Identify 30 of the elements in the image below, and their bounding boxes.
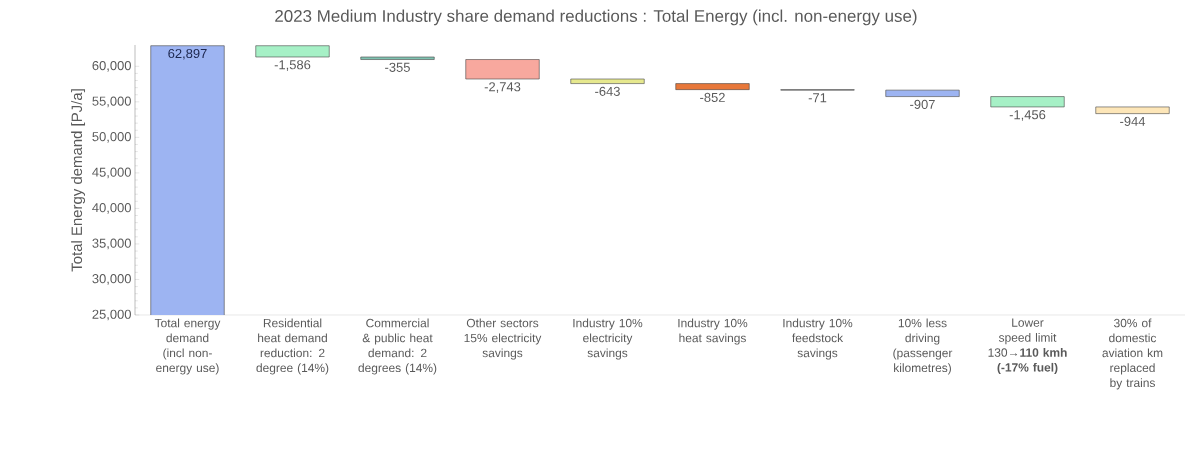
x-tick-label: Lower speed limit 130→110 kmh (-17% fuel) xyxy=(988,318,1067,375)
data-label: -355 xyxy=(385,62,410,72)
x-tick-label: Total energy demand (incl non-energy use) xyxy=(154,318,221,375)
data-label: 62,897 xyxy=(168,48,207,60)
y-tick-label: 45,000 xyxy=(92,167,131,179)
y-tick-label: 30,000 xyxy=(92,274,131,285)
x-tick-label: Residential heat demand reduction: 2 degree (14%) xyxy=(256,318,329,375)
y-tick-label: 50,000 xyxy=(92,132,131,143)
x-tick-label: Industry 10% heat savings xyxy=(678,318,748,345)
data-label: -2,743 xyxy=(484,82,521,93)
x-tick-label: 10% less driving (passenger kilometres) xyxy=(893,318,953,375)
data-label: -907 xyxy=(910,99,935,109)
data-label: -643 xyxy=(595,86,620,96)
y-tick-label: 55,000 xyxy=(92,96,131,108)
y-tick-label: 40,000 xyxy=(92,203,131,214)
x-tick-label: Industry 10% electricity savings xyxy=(573,318,643,360)
y-tick-label: 25,000 xyxy=(92,309,131,321)
data-label: -1,456 xyxy=(1009,110,1046,121)
chart-title: 2023 Medium Industry share demand reductions : Total Energy (incl. non-energy use) xyxy=(275,9,917,26)
x-tick-label: Commercial & public heat demand: 2 degrees (14%) xyxy=(358,318,437,375)
x-tick-label: Industry 10% feedstock savings xyxy=(783,318,853,360)
data-label: -944 xyxy=(1120,116,1146,126)
y-axis-title: Total Energy demand [PJ/a] xyxy=(71,89,86,272)
y-tick-label: 60,000 xyxy=(92,60,131,72)
y-tick-label: 35,000 xyxy=(92,238,131,250)
data-label: -852 xyxy=(700,92,725,102)
data-label: -1,586 xyxy=(274,60,311,71)
x-tick-label: Other sectors 15% electricity savings xyxy=(464,318,542,360)
data-label: -71 xyxy=(808,93,827,103)
x-tick-label: 30% of domestic aviation km replaced by trains xyxy=(1102,318,1163,390)
